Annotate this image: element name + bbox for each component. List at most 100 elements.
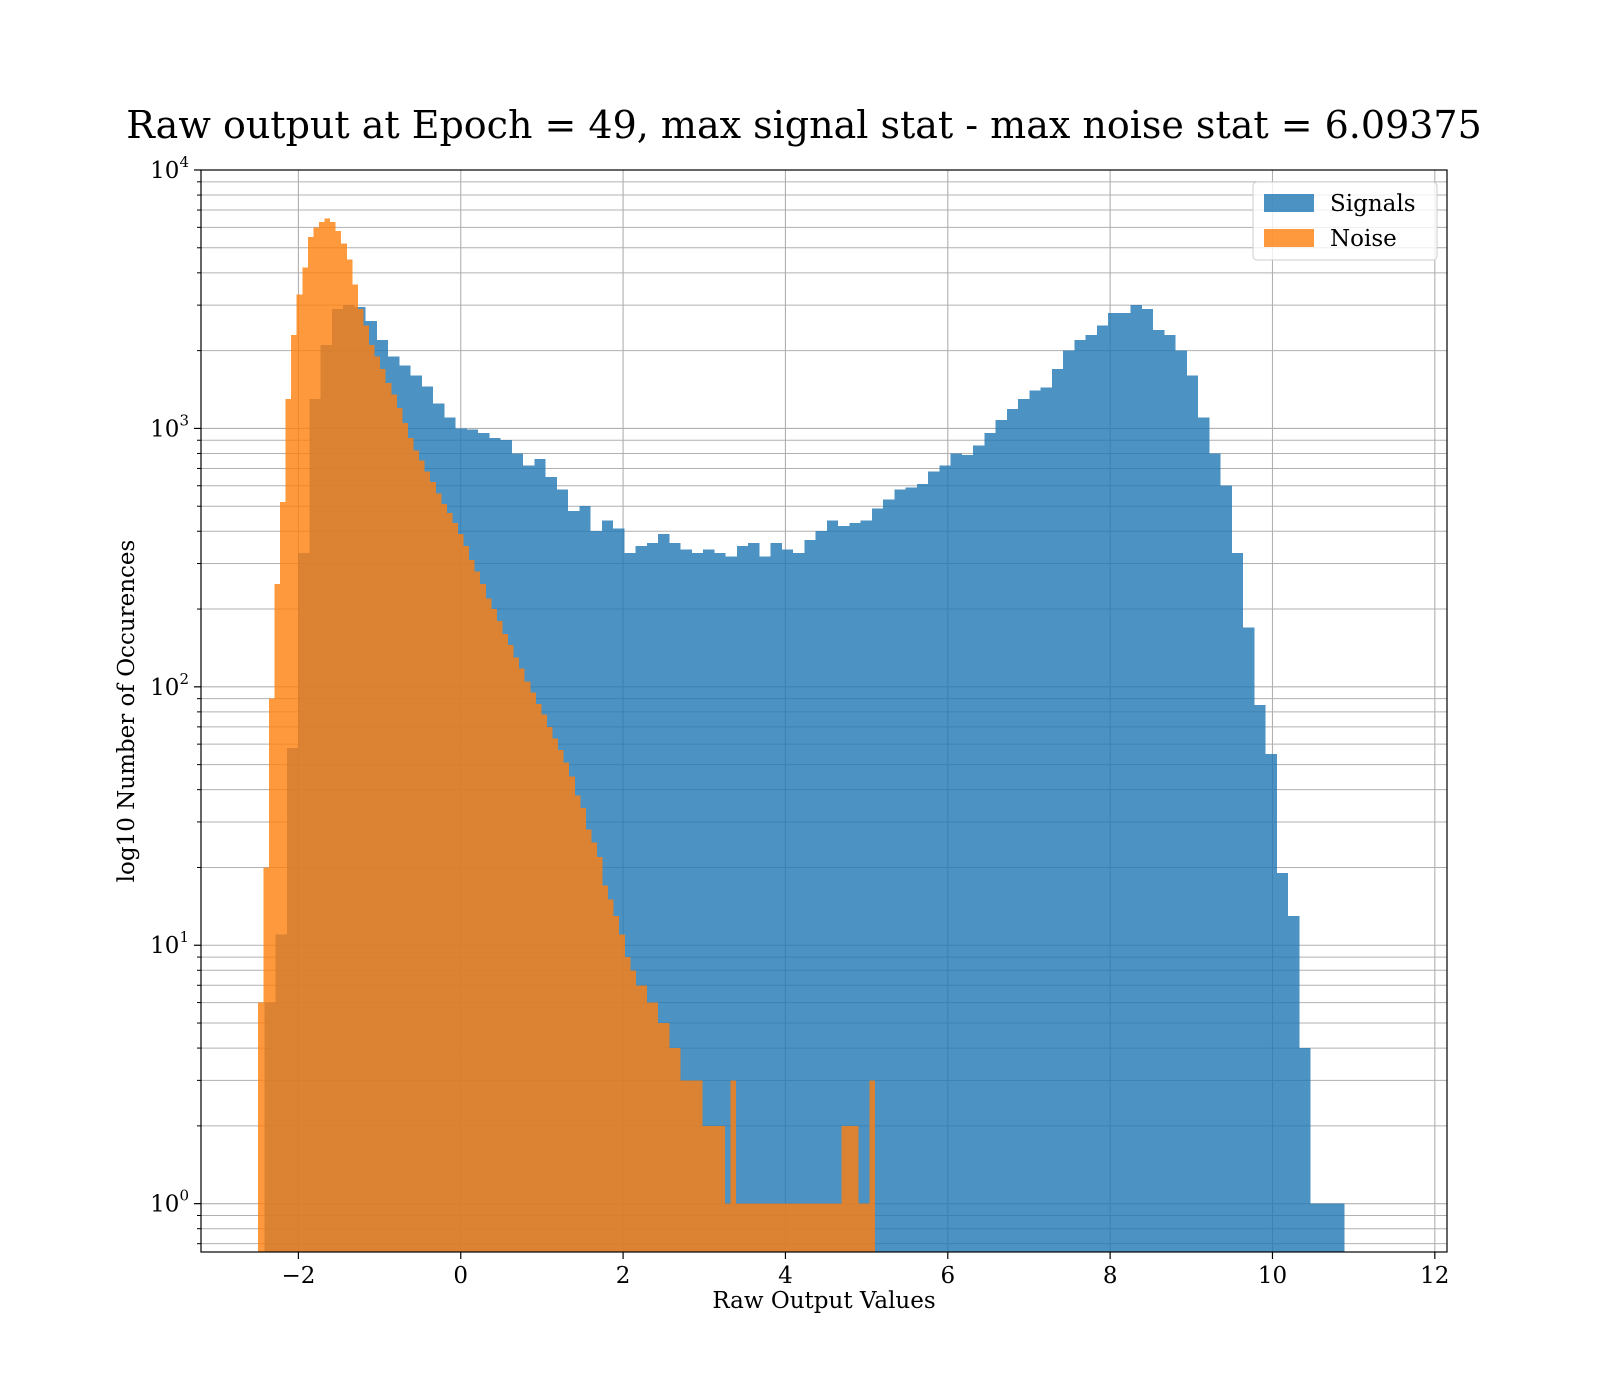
signals-bar <box>1119 312 1131 1252</box>
noise-bar <box>702 1125 709 1252</box>
noise-bar <box>352 284 358 1252</box>
noise-bar <box>435 493 442 1252</box>
y-tick-exponent: 2 <box>179 670 189 688</box>
signals-bar <box>950 453 962 1252</box>
noise-bar <box>413 450 420 1252</box>
signals-bar <box>939 465 951 1253</box>
signals-bar <box>714 552 726 1252</box>
y-tick-label: 104 <box>150 153 189 184</box>
signals-bar <box>1040 387 1052 1252</box>
noise-bar <box>402 422 408 1252</box>
y-tick-exponent: 0 <box>179 1187 189 1205</box>
noise-bar <box>774 1203 781 1252</box>
noise-bar <box>585 829 592 1252</box>
noise-bar <box>563 762 570 1252</box>
signals-bar <box>1220 485 1232 1252</box>
signals-bar <box>849 523 861 1252</box>
signals-bar <box>624 552 636 1252</box>
signals-bar <box>1321 1203 1334 1252</box>
noise-bar <box>469 559 475 1252</box>
noise-bar <box>691 1080 698 1252</box>
signals-bar <box>883 499 895 1252</box>
signals-bar <box>1074 339 1086 1253</box>
noise-bar <box>430 482 436 1252</box>
noise-bar <box>769 1203 775 1252</box>
noise-bar <box>708 1125 714 1252</box>
noise-bar <box>508 645 514 1252</box>
signals-bar <box>1333 1203 1345 1252</box>
noise-bar <box>391 394 397 1253</box>
noise-bar <box>602 885 609 1252</box>
noise-bar <box>658 1023 664 1252</box>
signals-bar <box>1254 705 1266 1252</box>
signals-bar <box>691 552 704 1252</box>
legend-label-noise: Noise <box>1330 226 1397 252</box>
signals-bar <box>1130 305 1142 1252</box>
y-tick-base: 10 <box>150 158 179 184</box>
signals-bar <box>894 489 906 1252</box>
signals-bar <box>1231 552 1244 1252</box>
y-tick-label: 100 <box>150 1187 189 1218</box>
signals-bar <box>1175 350 1187 1253</box>
signals-bar <box>781 549 794 1252</box>
noise-bar <box>268 698 275 1252</box>
signals-bar <box>1029 390 1041 1252</box>
noise-bar <box>630 970 636 1252</box>
noise-bar <box>741 1203 748 1252</box>
noise-bar <box>613 915 620 1252</box>
signals-bar <box>1063 350 1075 1253</box>
noise-bar <box>685 1080 692 1252</box>
legend: Signals Noise <box>1252 181 1438 261</box>
noise-bar <box>580 807 586 1252</box>
signals-bar <box>1299 1048 1311 1252</box>
noise-bar <box>752 1203 759 1252</box>
x-tick-label: 12 <box>1420 1263 1449 1289</box>
noise-bar <box>274 583 281 1252</box>
noise-bar <box>385 382 392 1253</box>
x-tick-label: 10 <box>1258 1263 1287 1289</box>
signals-bar <box>928 471 940 1252</box>
noise-bar <box>647 1002 653 1252</box>
noise-bar <box>380 368 386 1252</box>
y-axis-label: log10 Number of Occurences <box>114 540 140 883</box>
noise-bar <box>496 620 503 1252</box>
y-tick-exponent: 1 <box>179 928 189 946</box>
noise-bar <box>680 1080 686 1252</box>
signals-bar <box>995 419 1007 1252</box>
legend-swatch-signals <box>1264 194 1314 212</box>
signals-bar <box>815 531 827 1252</box>
noise-bar <box>841 1125 848 1252</box>
noise-bar <box>635 985 642 1252</box>
signals-bar <box>725 556 737 1252</box>
y-tick-label: 102 <box>150 670 189 701</box>
noise-bar <box>552 738 559 1252</box>
y-tick-exponent: 3 <box>179 411 189 429</box>
signals-bar <box>1153 330 1165 1252</box>
x-tick-label: 6 <box>940 1263 955 1289</box>
chart-title: Raw output at Epoch = 49, max signal sta… <box>126 103 1482 147</box>
noise-bar <box>786 1203 792 1252</box>
noise-bar <box>836 1203 842 1252</box>
noise-bar <box>797 1203 803 1252</box>
noise-bar <box>330 221 336 1252</box>
noise-bar <box>591 842 598 1252</box>
noise-bar <box>335 231 342 1252</box>
noise-bar <box>324 218 331 1253</box>
noise-bar <box>558 749 564 1252</box>
noise-bar <box>341 243 347 1252</box>
x-tick-label: 4 <box>778 1263 793 1289</box>
y-tick-base: 10 <box>150 416 179 442</box>
signals-bar <box>669 543 681 1252</box>
signals-bar <box>1288 915 1300 1252</box>
signals-bar <box>961 454 974 1252</box>
x-axis-label: Raw Output Values <box>712 1288 935 1314</box>
noise-bar <box>357 308 364 1252</box>
signals-bar <box>1108 312 1120 1252</box>
signals-bar <box>973 445 985 1252</box>
noise-bar <box>641 985 648 1252</box>
noise-bar <box>608 899 614 1252</box>
noise-bar <box>724 1203 731 1252</box>
noise-bar <box>474 571 481 1252</box>
signals-bar <box>658 534 670 1252</box>
noise-bar <box>824 1203 831 1252</box>
